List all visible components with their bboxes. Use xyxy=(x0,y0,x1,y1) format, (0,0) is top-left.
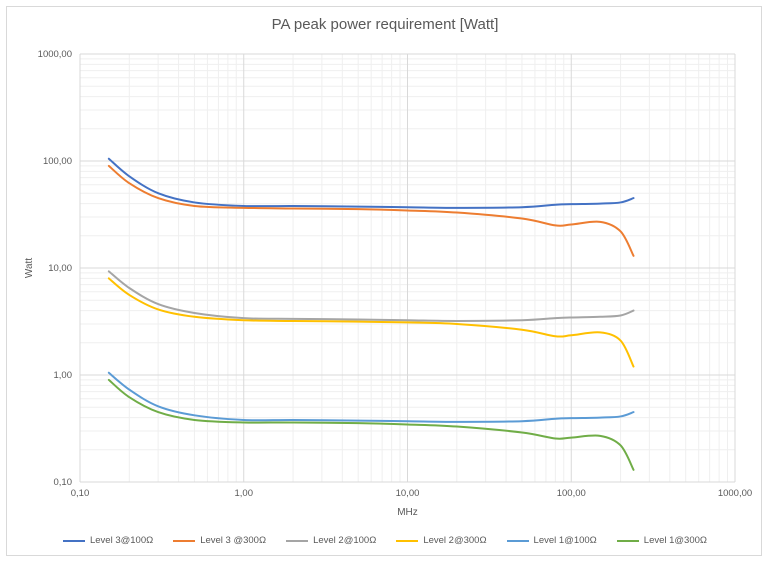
y-axis-title: Watt xyxy=(24,258,35,278)
y-tick-label: 0,10 xyxy=(54,477,73,488)
legend-item-5: Level 1@100Ω xyxy=(506,535,597,546)
legend-swatch xyxy=(616,539,639,542)
x-axis-title: MHz xyxy=(397,507,418,518)
legend-label: Level 1@300Ω xyxy=(643,535,708,546)
series-line-3 xyxy=(107,270,635,322)
x-tick-label: 1,00 xyxy=(235,488,254,499)
legend-label: Level 3 @300Ω xyxy=(200,535,267,546)
x-tick-label: 10,00 xyxy=(396,488,420,499)
chart-title: PA peak power requirement [Watt] xyxy=(271,16,499,33)
legend-label: Level 1@100Ω xyxy=(533,535,597,546)
legend-swatch xyxy=(62,539,85,542)
x-tick-label: 100,00 xyxy=(557,488,586,499)
legend-item-4: Level 2@300Ω xyxy=(396,535,487,546)
x-tick-label: 1000,00 xyxy=(718,488,752,499)
x-tick-label: 0,10 xyxy=(71,488,90,499)
legend-item-6: Level 1@300Ω xyxy=(616,535,708,546)
legend-swatch xyxy=(396,539,419,542)
y-tick-label: 10,00 xyxy=(48,263,72,274)
series-line-4 xyxy=(107,277,635,368)
legend-label: Level 3@100Ω xyxy=(89,535,154,546)
y-tick-label: 1,00 xyxy=(54,370,73,381)
legend-label: Level 2@100Ω xyxy=(313,535,377,546)
legend-item-1: Level 3@100Ω xyxy=(62,535,154,546)
series-line-1 xyxy=(107,157,635,209)
legend-item-2: Level 3 @300Ω xyxy=(173,535,266,546)
series-line-5 xyxy=(107,371,635,423)
legend-item-3: Level 2@100Ω xyxy=(286,535,376,546)
legend-swatch xyxy=(173,539,196,542)
chart-frame xyxy=(6,6,762,556)
legend-swatch xyxy=(506,539,529,542)
legend-label: Level 2@300Ω xyxy=(423,535,487,546)
y-tick-label: 1000,00 xyxy=(38,49,72,60)
legend-swatch xyxy=(286,539,309,542)
chart-legend: Level 3@100Ω Level 3 @300Ω Level 2@100Ω Lev… xyxy=(0,535,770,546)
series-line-2 xyxy=(107,164,635,257)
series-line-6 xyxy=(107,378,635,471)
y-tick-label: 100,00 xyxy=(43,156,72,167)
